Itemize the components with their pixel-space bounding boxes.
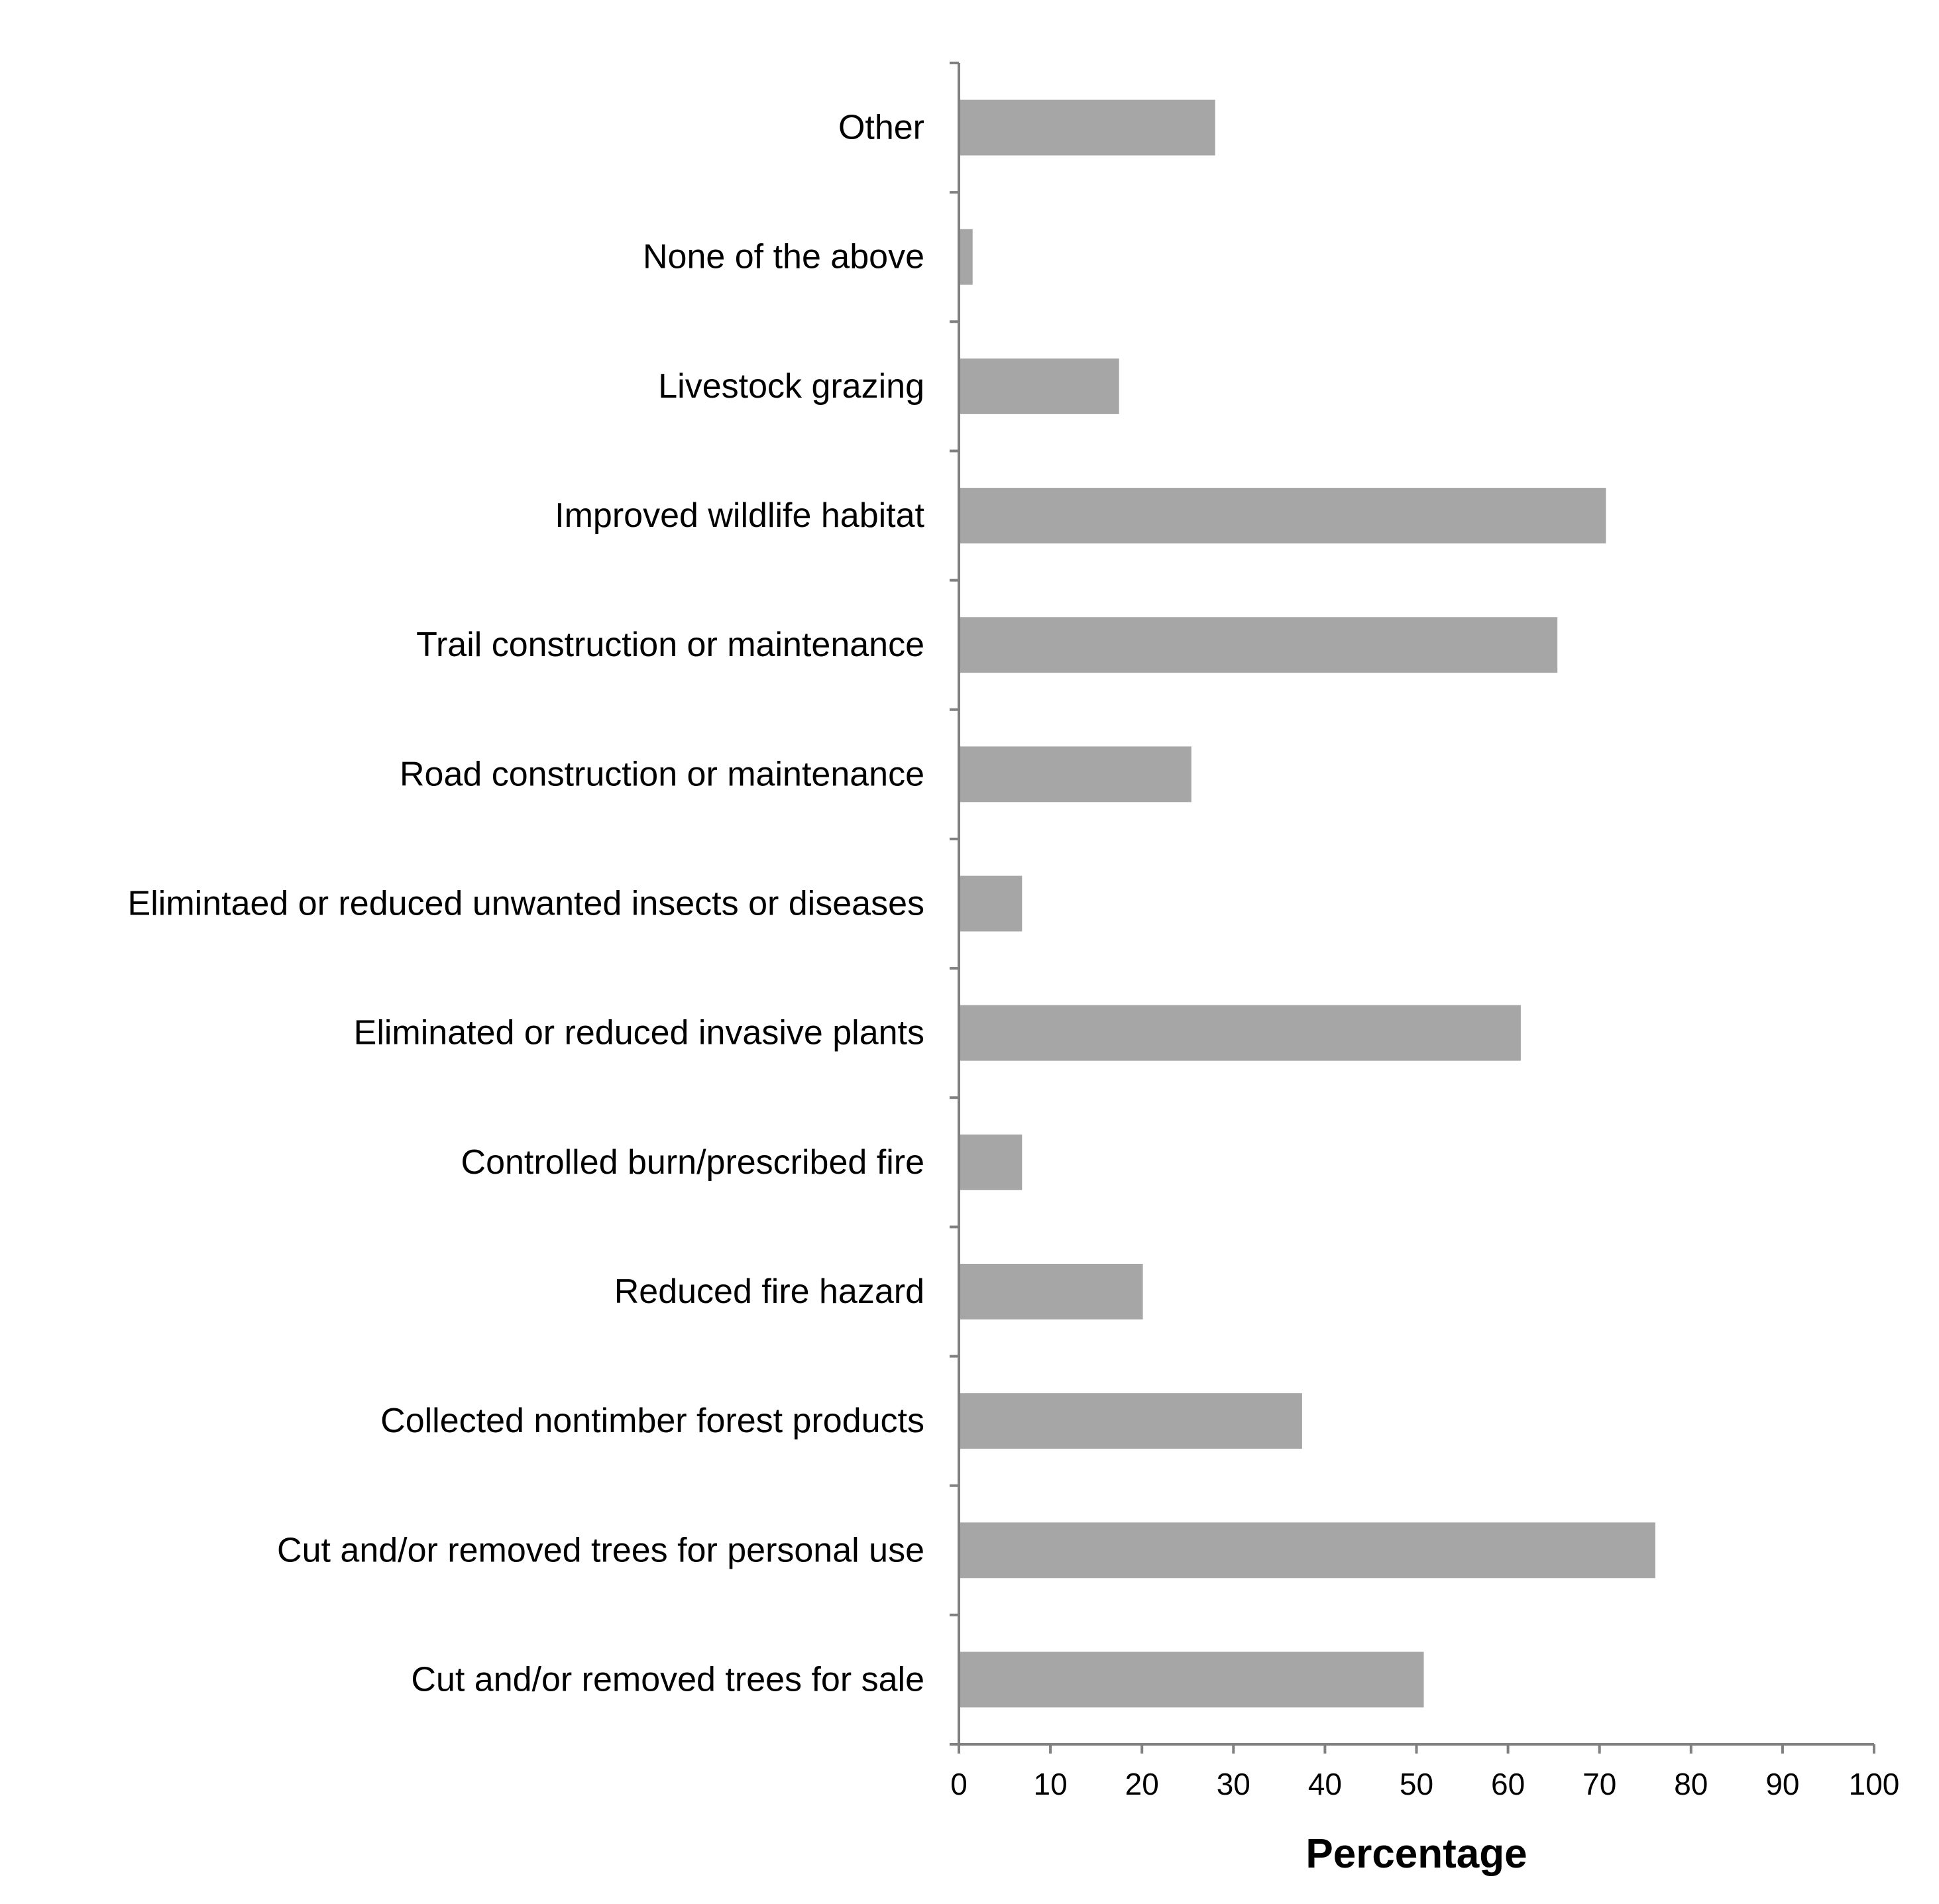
axes-layer [958,63,1874,1746]
x-tick-label: 50 [1400,1767,1433,1801]
category-label: Collected nontimber forest products [380,1402,924,1440]
x-tick-label: 80 [1674,1767,1708,1801]
bar [959,617,1558,673]
x-tick-label: 90 [1765,1767,1799,1801]
category-label: Controlled burn/prescribed fire [461,1143,924,1182]
category-label: Other [838,109,924,147]
category-label: Elimintaed or reduced unwanted insects o… [128,885,924,923]
bar [959,1005,1521,1061]
x-axis-title: Percentage [1305,1831,1527,1877]
x-tick-label: 100 [1849,1767,1900,1801]
bar [959,229,973,285]
category-label: Reduced fire hazard [614,1272,924,1311]
bar [959,1393,1302,1449]
category-label: Road construction or maintenance [400,755,924,793]
bar [959,746,1191,803]
x-tick-label: 10 [1034,1767,1068,1801]
category-label: Eliminated or reduced invasive plants [354,1014,924,1052]
labels-layer: Other None of the above Livestock grazing I… [128,109,925,1699]
x-tick-label: 30 [1217,1767,1250,1801]
bar [959,875,1023,932]
category-label: Trail construction or maintenance [416,626,924,664]
category-label: Improved wildlife habitat [555,496,924,535]
x-tick-label: 40 [1308,1767,1342,1801]
category-label: None of the above [643,238,924,276]
category-label: Livestock grazing [658,367,924,406]
x-tick-label: 20 [1125,1767,1159,1801]
category-label: Cut and/or removed trees for sale [411,1660,924,1699]
bar [959,358,1119,414]
x-tick-label: 60 [1491,1767,1525,1801]
bar [959,1652,1424,1708]
x-tick-label: 0 [950,1767,968,1801]
x-tick-label: 70 [1582,1767,1616,1801]
ticks-layer: 0 10 20 30 40 50 60 70 80 90 100 [950,62,1900,1801]
bar [959,488,1606,543]
bar [959,99,1215,156]
bar [959,1264,1143,1319]
bar [959,1134,1023,1190]
bar [959,1522,1655,1579]
category-label: Cut and/or removed trees for personal us… [277,1531,924,1569]
bars-layer [959,99,1655,1708]
